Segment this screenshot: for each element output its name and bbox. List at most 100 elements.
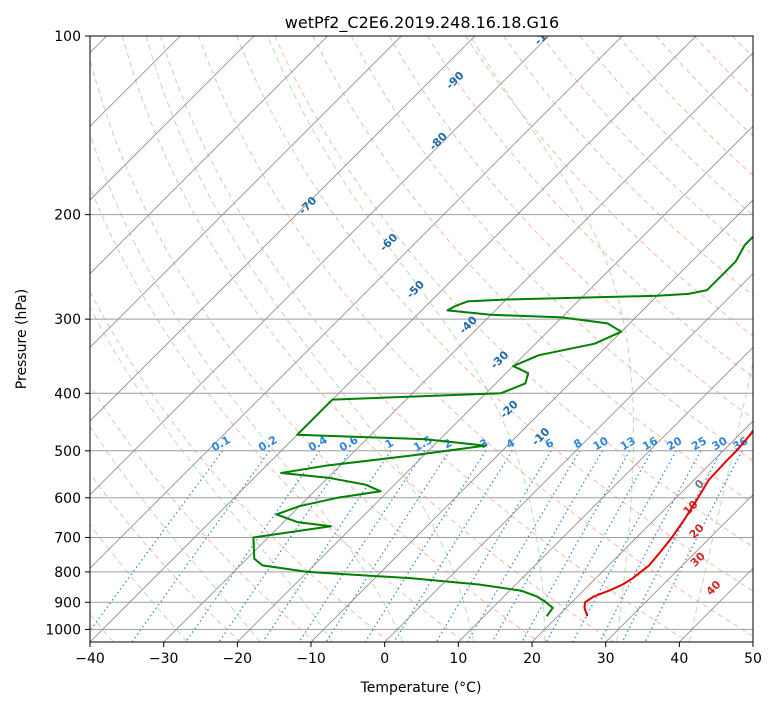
- dry-adiabat-line: [90, 185, 465, 642]
- dry-adiabat-line: [388, 36, 753, 420]
- isotherm-line: [90, 36, 623, 569]
- dry-adiabat-line: [121, 36, 614, 642]
- dry-adiabats: [90, 36, 775, 642]
- chart-title: wetPf2_C2E6.2019.248.16.18.G16: [285, 13, 559, 33]
- mixing-ratio-line: [262, 450, 392, 642]
- dry-adiabat-line: [465, 36, 753, 337]
- y-tick-label: 200: [54, 208, 81, 224]
- isotherm-line: [90, 36, 328, 275]
- mixing-ratio-label: 4: [504, 436, 517, 451]
- mixing-ratio-line: [435, 450, 552, 642]
- y-tick-label: 100: [54, 29, 81, 45]
- temperature-line: [583, 428, 753, 617]
- moist-adiabat-line: [688, 360, 753, 642]
- dry-adiabat-line: [90, 384, 316, 642]
- mixing-ratio-line: [572, 450, 677, 642]
- mixing-ratio-line: [599, 450, 702, 642]
- isotherm-line: [310, 199, 753, 642]
- x-axis-label: Temperature (°C): [360, 680, 482, 696]
- moist-adiabat-line: [145, 36, 475, 642]
- mixing-ratio-line: [466, 450, 581, 642]
- isotherm-line: [163, 52, 753, 642]
- isotherm-grid: [90, 36, 753, 642]
- moist-adiabat-line: [90, 523, 188, 642]
- x-tick-label: −30: [149, 651, 179, 667]
- isotherm-label: -50: [404, 278, 427, 301]
- isotherm-line: [90, 36, 255, 201]
- mixing-ratio-line: [521, 450, 631, 642]
- dry-adiabat-line: [693, 36, 753, 98]
- isotherm-line: [605, 494, 753, 642]
- mixing-ratio-line: [545, 450, 653, 642]
- x-tick-label: −40: [75, 651, 105, 667]
- dry-adiabat-line: [655, 36, 753, 137]
- x-tick-label: 20: [523, 651, 541, 667]
- dry-adiabat-line: [236, 36, 753, 592]
- y-axis-ticks: 100 200 300 400 500 600 700 800 900 1000: [45, 29, 90, 638]
- moist-adiabat-line: [267, 36, 546, 642]
- mixing-ratio-line: [644, 450, 743, 642]
- isotherm-line: [458, 346, 753, 642]
- isotherm-line: [90, 36, 697, 642]
- y-axis-label: Pressure (hPa): [14, 289, 30, 389]
- moist-adiabat-line: [90, 425, 261, 642]
- mixing-ratio-line: [621, 450, 722, 642]
- isotherm-label: 40: [704, 578, 724, 598]
- moist-adiabat-line: [470, 36, 634, 642]
- dry-adiabat-line: [503, 36, 753, 296]
- mixing-ratio-line: [218, 450, 351, 642]
- x-axis-ticks: −40 −30 −20 −10 0 10 20 30 40 50: [75, 642, 762, 667]
- y-tick-label: 800: [54, 565, 81, 581]
- x-tick-label: −10: [296, 651, 326, 667]
- isotherm-line: [90, 36, 476, 422]
- dry-adiabat-line: [90, 290, 390, 642]
- dry-adiabat-line: [274, 36, 753, 548]
- y-tick-label: 700: [54, 531, 81, 547]
- mixing-ratio-line: [325, 450, 451, 642]
- y-tick-label: 400: [54, 386, 81, 402]
- isotherm-line: [679, 567, 753, 642]
- mixing-ratio-line: [90, 450, 224, 632]
- x-tick-label: −20: [223, 651, 253, 667]
- dewpoint-line: [252, 235, 753, 617]
- isotherm-label: -30: [488, 348, 511, 371]
- x-tick-label: 0: [380, 651, 389, 667]
- mixing-ratio-line: [298, 450, 426, 642]
- y-tick-label: 900: [54, 595, 81, 611]
- isotherm-label: 30: [688, 549, 708, 569]
- isotherm-line: [531, 420, 753, 642]
- isotherm-line: [90, 36, 549, 496]
- dry-adiabat-line: [312, 36, 753, 505]
- isotherm-label: 20: [687, 521, 707, 541]
- isotherm-line: [237, 125, 753, 642]
- dry-adiabat-line: [771, 36, 775, 642]
- x-tick-label: 40: [670, 651, 688, 667]
- dry-adiabat-line: [579, 36, 753, 216]
- isotherm-label: -40: [457, 313, 480, 336]
- y-tick-label: 500: [54, 444, 81, 460]
- x-tick-label: 50: [744, 651, 762, 667]
- plot-frame: [89, 35, 754, 643]
- isotherm-label: 0: [692, 477, 707, 492]
- isotherm-line: [384, 273, 753, 642]
- isotherm-line: [90, 36, 402, 348]
- moist-adiabat-line: [90, 132, 404, 642]
- dry-adiabat-line: [90, 472, 241, 642]
- isotherm-label: -70: [296, 194, 319, 217]
- isotherm-label: -60: [377, 231, 400, 254]
- x-tick-label: 30: [597, 651, 615, 667]
- y-tick-label: 600: [54, 491, 81, 507]
- isotherm-line: [752, 641, 753, 642]
- dry-adiabat-line: [350, 36, 753, 462]
- dry-adiabat-line: [426, 36, 753, 378]
- sounding-profiles: [252, 235, 753, 617]
- isotherm-label: -90: [443, 69, 466, 92]
- x-tick-label: 10: [449, 651, 467, 667]
- isotherm-label: -100: [532, 19, 561, 48]
- plot-area: 0.1 0.2 0.4 0.6 1 1.5 2 3 4 6 8 10 13 16 20 25 30 36-100-…: [90, 19, 775, 642]
- y-tick-label: 1000: [45, 622, 81, 638]
- dry-adiabat-line: [90, 57, 540, 642]
- moist-adiabat-line: [90, 306, 333, 642]
- isotherm-label: -80: [427, 130, 450, 153]
